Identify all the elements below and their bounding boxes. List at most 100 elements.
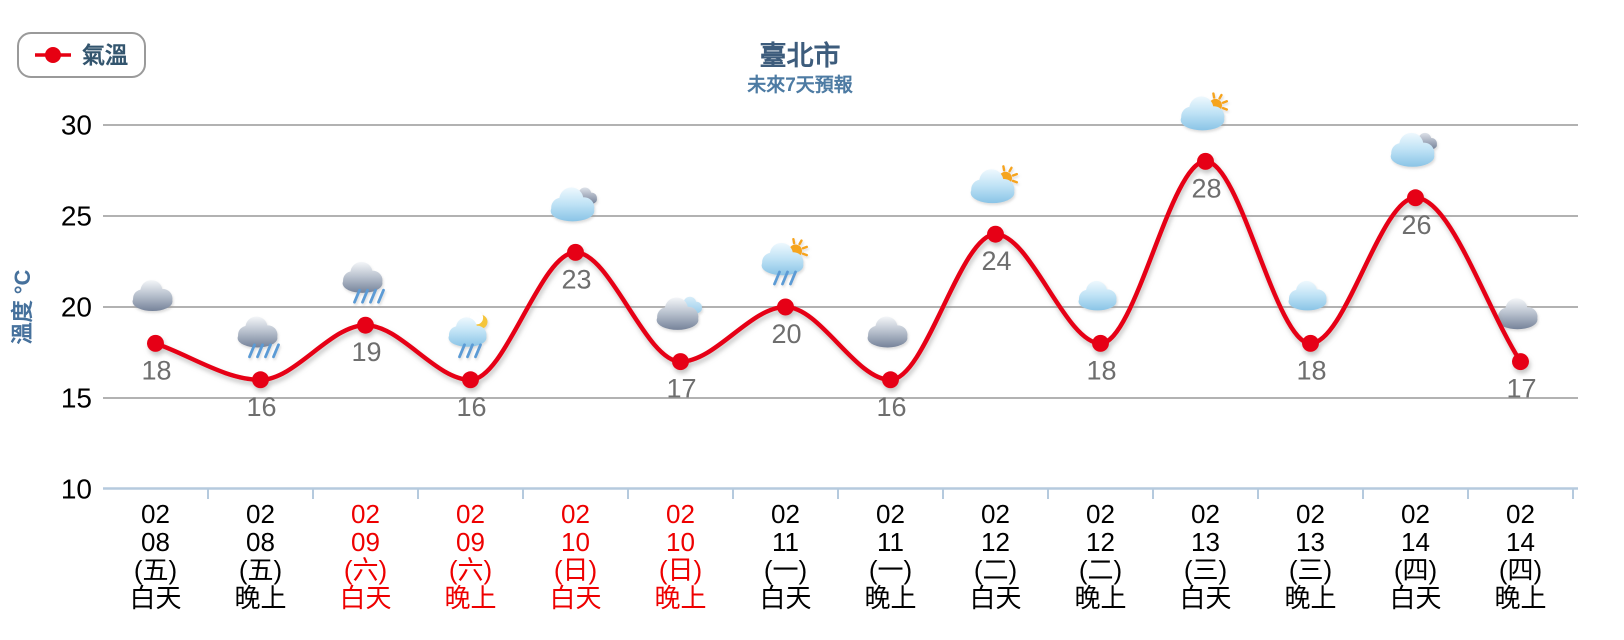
x-axis-label-line: (五): [239, 555, 282, 585]
x-axis-label-line: 02: [456, 499, 485, 529]
temperature-value-label: 23: [561, 264, 591, 294]
y-axis-tick-labels: 10 15 20 25 30: [61, 110, 92, 505]
temperature-value-label: 17: [666, 374, 696, 404]
x-axis: [103, 487, 1578, 499]
x-axis-label-line: 晚上: [1494, 583, 1546, 613]
x-axis-label-line: 09: [456, 527, 485, 557]
x-axis-label-line: 11: [877, 527, 904, 557]
x-axis-label-line: 10: [561, 527, 590, 557]
x-axis-label-line: (二): [1079, 555, 1122, 585]
data-point-5[interactable]: [672, 353, 689, 371]
data-point-11[interactable]: [1302, 334, 1319, 352]
x-axis-label-line: 14: [1401, 527, 1430, 557]
data-point-3[interactable]: [462, 371, 479, 389]
x-axis-label-line: 02: [561, 499, 590, 529]
y-axis-title: 溫度 °C: [10, 269, 35, 344]
x-axis-label-line: 08: [246, 527, 275, 557]
data-point-13[interactable]: [1512, 353, 1529, 371]
data-point-7[interactable]: [882, 371, 899, 389]
temperature-value-label: 28: [1191, 173, 1221, 203]
x-axis-label-line: 02: [1191, 499, 1220, 529]
weather-icon-partly-sunny: [1180, 92, 1229, 131]
y-tick-label: 15: [61, 383, 92, 414]
x-axis-label-line: 白天: [1389, 583, 1441, 613]
legend-label: 氣溫: [82, 41, 128, 68]
data-point-12[interactable]: [1407, 189, 1424, 207]
x-axis-label-line: 白天: [129, 583, 181, 613]
x-axis-label-line: 白天: [1179, 583, 1231, 613]
data-point-6[interactable]: [777, 298, 794, 316]
y-tick-label: 10: [61, 474, 92, 505]
x-axis-label-line: 02: [981, 499, 1010, 529]
x-axis-label-line: (日): [554, 555, 597, 585]
x-axis-label-line: 02: [351, 499, 380, 529]
temperature-value-labels: 18 16 19 16 23 17 20 16 24 18 28 18 26 17: [141, 173, 1536, 421]
x-axis-label-line: 白天: [969, 583, 1021, 613]
x-axis-label-line: 10: [666, 527, 695, 557]
x-axis-label-line: 02: [1086, 499, 1115, 529]
temperature-value-label: 26: [1401, 210, 1431, 240]
x-axis-label-line: 白天: [549, 583, 601, 613]
weather-icon-cloudy-mix: [656, 296, 702, 330]
y-tick-label: 30: [61, 110, 92, 141]
data-point-1[interactable]: [252, 371, 269, 389]
temperature-series-marker-icon: [35, 47, 71, 63]
x-axis-label-line: (三): [1289, 555, 1332, 585]
x-axis-label-line: 晚上: [654, 583, 706, 613]
temperature-value-label: 16: [456, 392, 486, 422]
x-axis-label-line: 02: [666, 499, 695, 529]
x-axis-label-line: 13: [1296, 527, 1325, 557]
weather-icon-cloudy: [132, 280, 173, 312]
weather-icon-cloud-blue: [1078, 280, 1117, 311]
x-axis-label-line: (四): [1394, 555, 1437, 585]
temperature-value-label: 19: [351, 337, 381, 367]
x-axis-label-line: 白天: [759, 583, 811, 613]
temperature-value-label: 18: [1086, 355, 1116, 385]
temperature-value-label: 24: [981, 246, 1011, 276]
weather-icon-partly-sunny: [970, 165, 1018, 204]
weather-icon-night-rain: [448, 311, 488, 359]
x-axis-label-line: 02: [246, 499, 275, 529]
data-point-0[interactable]: [147, 334, 164, 352]
x-axis-label-line: 11: [772, 527, 799, 557]
x-axis-label-line: (五): [134, 555, 177, 585]
y-tick-label: 20: [61, 292, 92, 323]
x-axis-label-line: 02: [1506, 499, 1535, 529]
weather-icon-rain: [237, 316, 280, 359]
x-axis-label-line: 02: [771, 499, 800, 529]
x-axis-label-line: 晚上: [1284, 583, 1336, 613]
data-point-10[interactable]: [1197, 152, 1214, 170]
legend-temperature[interactable]: 氣溫: [17, 32, 146, 78]
x-axis-label-line: 晚上: [444, 583, 496, 613]
x-axis-labels: 0208(五)白天0208(五)晚上0209(六)白天0209(六)晚上0210…: [129, 499, 1546, 613]
x-axis-label-line: (二): [974, 555, 1017, 585]
x-axis-label-line: 晚上: [1074, 583, 1126, 613]
y-tick-label: 25: [61, 201, 92, 232]
x-axis-label-line: 14: [1506, 527, 1535, 557]
x-axis-label-line: 晚上: [234, 583, 286, 613]
x-axis-label-line: 12: [1086, 527, 1115, 557]
x-axis-label-line: (六): [449, 555, 492, 585]
data-point-4[interactable]: [567, 243, 584, 261]
temperature-line-series: [147, 152, 1529, 389]
x-axis-label-line: 09: [351, 527, 380, 557]
weather-icon-cloudy: [867, 316, 908, 348]
data-point-2[interactable]: [357, 316, 374, 334]
gridlines: [103, 124, 1578, 399]
x-axis-label-line: 晚上: [864, 583, 916, 613]
x-axis-label-line: 白天: [339, 583, 391, 613]
data-point-9[interactable]: [1092, 334, 1109, 352]
x-axis-label-line: (四): [1499, 555, 1542, 585]
x-axis-label-line: (一): [764, 555, 807, 585]
weather-icon-mostly-cloudy: [1390, 132, 1437, 167]
data-point-8[interactable]: [987, 225, 1004, 243]
temperature-value-label: 16: [876, 392, 906, 422]
x-axis-label-line: (六): [344, 555, 387, 585]
weather-icon-cloud-blue: [1288, 280, 1327, 311]
x-axis-label-line: (三): [1184, 555, 1227, 585]
x-axis-label-line: (一): [869, 555, 912, 585]
weather-icon-mostly-cloudy: [550, 187, 597, 222]
weather-icon-sun-shower: [761, 237, 808, 286]
